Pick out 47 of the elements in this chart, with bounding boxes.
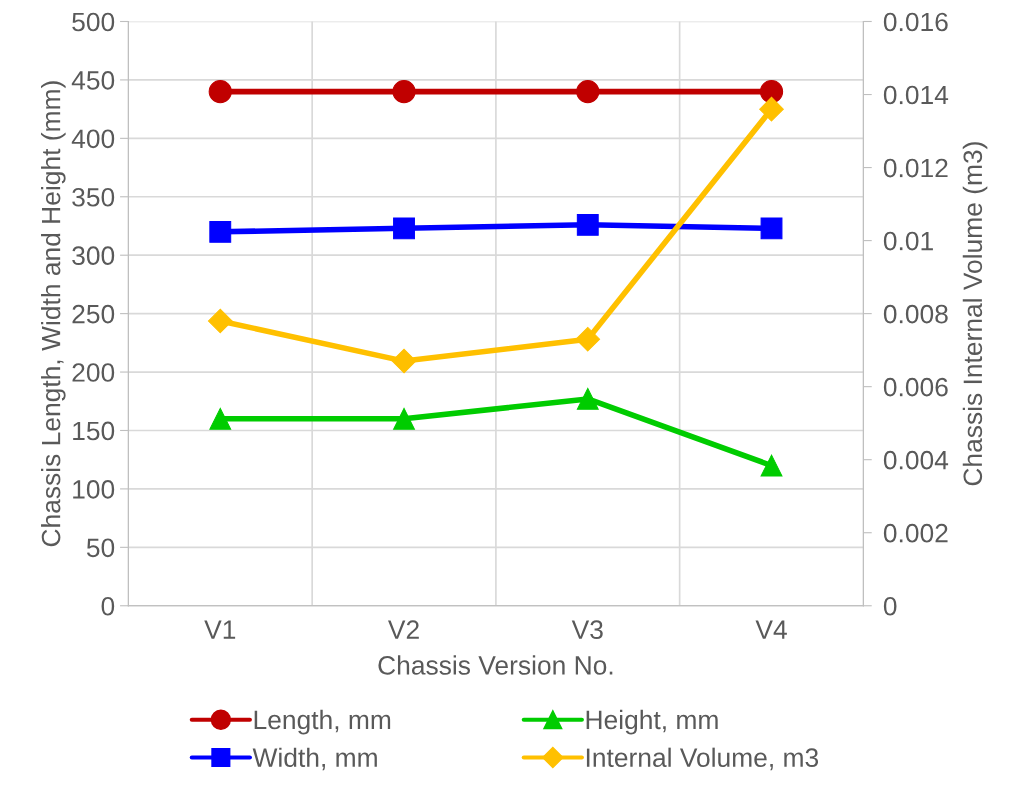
x-tick-label: V1 [204,620,236,639]
x-tick-label: V2 [388,620,419,639]
y2-tick-label: 0.002 [883,523,948,543]
y2-tick-label: 0.004 [883,450,949,470]
point [576,213,599,236]
point [391,348,417,374]
y-tick-label: 0 [101,596,115,616]
y-tick-label: 300 [72,246,115,266]
point [208,79,232,104]
x-tick-label: V4 [755,620,787,639]
x-tick-label: V3 [571,620,603,640]
legend-label: Internal Volume, m3 [586,747,819,771]
y-tick-label: 350 [72,187,115,207]
x-axis-title: Chassis Version No. [378,655,613,675]
y-tick-label: 200 [72,363,115,382]
y-tick-label: 250 [72,304,115,324]
y-tick-label: 150 [73,421,115,441]
legend-label: Height, mm [586,709,718,735]
y2-tick-label: 0.012 [883,158,948,178]
y2-tick-label: 0.008 [883,304,948,324]
y2-tick-label: 0.014 [883,85,949,105]
point [392,79,416,104]
y2-tick-label: 0 [883,596,897,616]
point [760,454,783,477]
y-tick-label: 400 [71,129,115,149]
y2-tick-label: 0.016 [883,12,948,32]
point [759,96,784,122]
y-tick-label: 500 [72,12,115,32]
point [209,407,232,430]
point [207,308,233,334]
y-axis-title: Chassis Length, Width and Height (mm) [41,81,66,547]
y2-axis-title: Chassis Internal Volume (m3) [962,142,988,486]
point [393,407,415,430]
point [760,217,783,240]
point [393,217,415,240]
y-tick-label: 450 [71,71,115,90]
y2-tick-label: 0.006 [883,377,948,397]
point [209,220,232,243]
legend-label: Width, mm [252,747,377,771]
point [575,326,601,352]
point [759,79,784,104]
legend-label: Length, mm [254,709,391,735]
y-tick-label: 100 [73,480,115,499]
point [576,387,599,410]
point [576,79,600,104]
y2-tick-label: 0.01 [883,231,933,251]
y-tick-label: 50 [86,538,115,558]
